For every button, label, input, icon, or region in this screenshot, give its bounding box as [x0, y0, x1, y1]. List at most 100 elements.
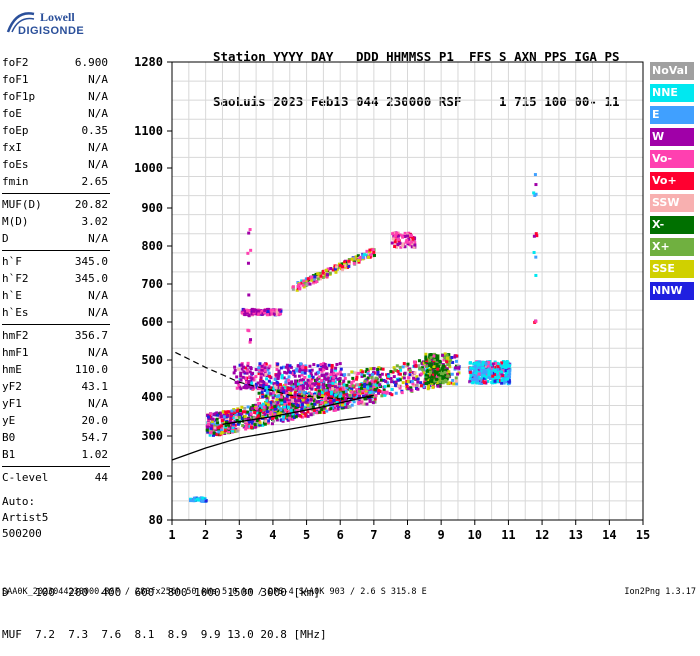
echo-point [336, 377, 340, 381]
param-value: 20.0 [81, 414, 109, 427]
echo-point [327, 363, 331, 367]
echo-point [382, 378, 386, 382]
echo-point [248, 228, 252, 232]
echo-point [281, 390, 285, 394]
echo-point [333, 385, 337, 389]
echo-point [361, 370, 365, 374]
echo-point [331, 381, 335, 385]
echo-point [406, 380, 410, 384]
echo-point [506, 369, 510, 373]
echo-point [482, 381, 486, 385]
echo-point [240, 363, 244, 367]
echo-point [295, 369, 299, 373]
echo-point [261, 395, 265, 399]
echo-point [327, 393, 331, 397]
distance-value: 200 [68, 586, 89, 599]
echo-point [256, 414, 260, 418]
echo-point [283, 400, 287, 404]
echo-point [491, 362, 495, 366]
echo-point [300, 403, 304, 407]
echo-point [292, 416, 296, 420]
echo-point [355, 377, 359, 381]
echo-point [399, 368, 403, 372]
echo-point [435, 358, 439, 362]
echo-point [293, 393, 297, 397]
echo-point [444, 375, 448, 379]
echo-point [378, 383, 382, 387]
echo-point [230, 409, 234, 413]
echo-point [533, 173, 537, 177]
echo-point [224, 423, 228, 427]
echo-point [330, 390, 334, 394]
echo-point [259, 311, 263, 315]
echo-point [263, 422, 267, 426]
x-tick-label: 4 [269, 528, 276, 542]
echo-point [532, 234, 536, 238]
echo-point [319, 362, 323, 366]
echo-point [504, 379, 508, 383]
echo-point [342, 390, 346, 394]
echo-point [385, 391, 389, 395]
echo-point [508, 369, 512, 373]
echo-point [241, 424, 245, 428]
echo-point [507, 379, 511, 383]
echo-point [285, 391, 289, 395]
echo-point [352, 256, 356, 260]
echo-point [395, 241, 399, 245]
echo-point [277, 374, 281, 378]
echo-point [366, 255, 370, 259]
echo-point [277, 369, 281, 373]
echo-point [339, 367, 343, 371]
echo-point [303, 394, 307, 398]
echo-point [445, 360, 449, 364]
echo-point [328, 383, 332, 387]
legend-item-vo: Vo+ [650, 172, 694, 190]
echo-point [239, 387, 243, 391]
header-value: 11 [604, 94, 620, 109]
echo-point [293, 374, 297, 378]
echo-point [408, 368, 412, 372]
echo-point [351, 384, 355, 388]
echo-point [394, 380, 398, 384]
echo-point [264, 419, 268, 423]
echo-point [374, 394, 378, 398]
echo-point [318, 410, 322, 414]
echo-point [246, 309, 250, 313]
echo-point [372, 386, 376, 390]
echo-point [259, 375, 263, 379]
echo-point [324, 403, 328, 407]
echo-point [256, 398, 260, 402]
echo-point [471, 367, 475, 371]
echo-point [266, 368, 270, 372]
echo-point [472, 369, 476, 373]
echo-point [419, 384, 423, 388]
echo-point [310, 384, 314, 388]
echo-point [343, 260, 347, 264]
echo-point [324, 268, 328, 272]
echo-point [303, 412, 307, 416]
param-name: yE [2, 414, 16, 427]
echo-point [358, 391, 362, 395]
muf-value: 9.9 [200, 628, 221, 641]
echo-point [377, 366, 381, 370]
echo-point [364, 393, 368, 397]
echo-point [329, 373, 333, 377]
echo-point [326, 400, 330, 404]
echo-point [308, 383, 312, 387]
echo-point [242, 370, 246, 374]
echo-point [440, 376, 444, 380]
echo-point [372, 250, 376, 254]
echo-point [474, 374, 478, 378]
echo-point [403, 231, 407, 235]
y-tick-label: 900 [141, 201, 163, 215]
echo-point [265, 390, 269, 394]
echo-point [403, 371, 407, 375]
echo-point [272, 402, 276, 406]
echo-point [393, 236, 397, 240]
echo-point [280, 389, 284, 393]
echo-point [258, 364, 262, 368]
echo-point [428, 374, 432, 378]
echo-point [296, 385, 300, 389]
echo-point [294, 405, 298, 409]
x-tick-label: 7 [370, 528, 377, 542]
